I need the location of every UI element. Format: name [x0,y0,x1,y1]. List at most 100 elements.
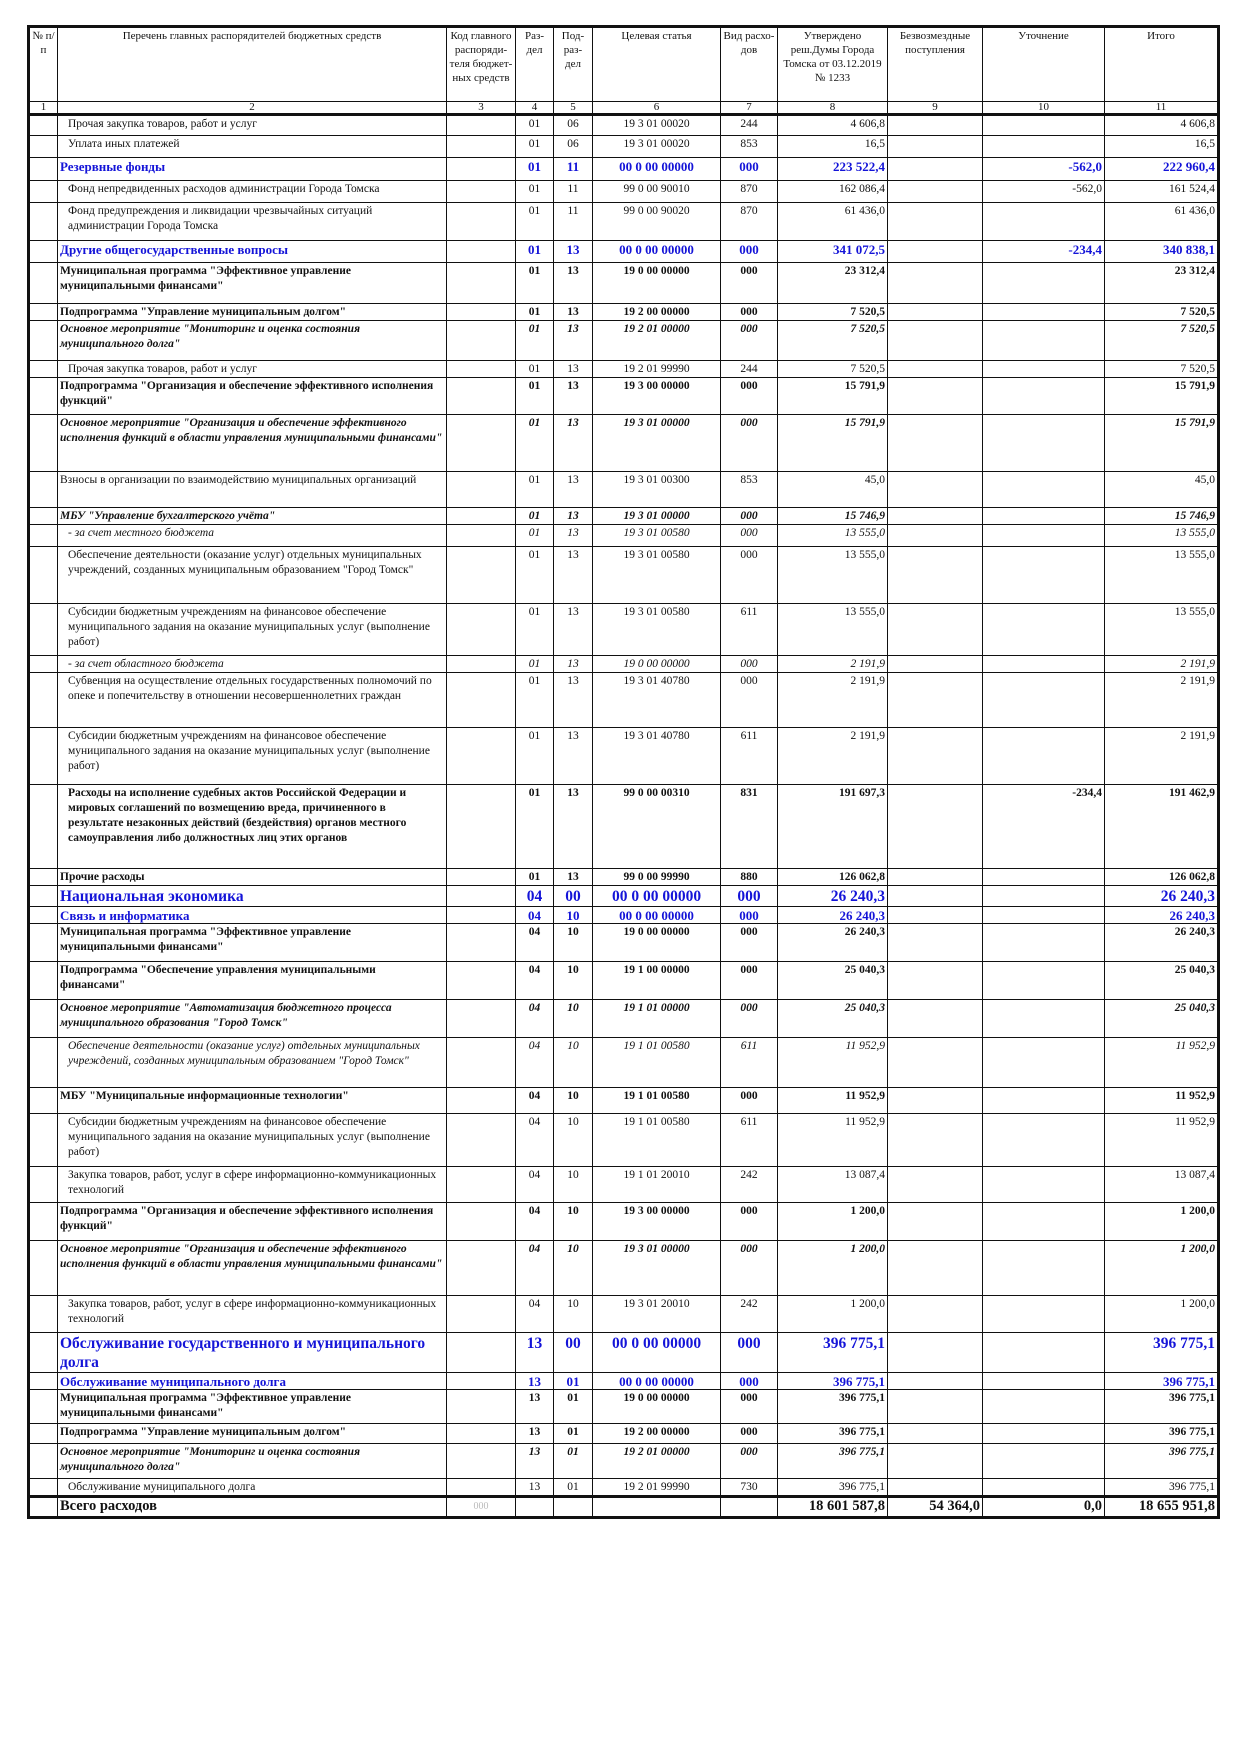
cell-col-approved: 396 775,1 [777,1423,888,1444]
cell-col-code [446,135,516,158]
table-row: - за счет местного бюджета 01 13 19 3 01 00… [28,524,1219,547]
cell-col-number [28,906,58,924]
cell-col-expense-type: 000 [720,923,778,962]
cell-col-expense-type: 000 [720,1332,778,1373]
cell-col-recipient: Основное мероприятие "Мониторинг и оценк… [57,1443,447,1479]
cell-col-section: 01 [515,377,554,415]
column-number: 1 [28,101,58,116]
cell-col-subsection: 13 [553,377,593,415]
cell-col-grants [887,1295,983,1333]
cell-col-grants [887,524,983,547]
cell-col-code [446,320,516,361]
cell-col-expense-type: 000 [720,157,778,181]
cell-col-target-article: 19 1 01 00580 [592,1087,721,1114]
cell-col-adjustment [982,868,1105,886]
cell-col-recipient: Обслуживание муниципального долга [57,1478,447,1497]
cell-col-subsection: 13 [553,414,593,472]
header-col-number: № п/п [28,26,58,102]
cell-col-grants [887,507,983,525]
cell-col-total: 340 838,1 [1104,240,1219,263]
cell-col-target-article: 00 0 00 00000 [592,1372,721,1390]
cell-col-number [28,157,58,181]
cell-col-expense-type: 000 [720,546,778,604]
cell-col-section: 01 [515,360,554,378]
cell-col-section: 01 [515,655,554,673]
cell-col-adjustment: -234,4 [982,784,1105,869]
cell-col-number [28,114,58,136]
column-number: 6 [592,101,721,116]
cell-col-total: 26 240,3 [1104,885,1219,907]
cell-col-number [28,1113,58,1167]
cell-col-expense-type: 000 [720,524,778,547]
cell-col-number [28,885,58,907]
cell-col-adjustment [982,961,1105,1000]
cell-col-target-article: 19 2 01 99990 [592,1478,721,1497]
cell-col-adjustment [982,906,1105,924]
cell-col-expense-type: 611 [720,727,778,785]
cell-col-grants [887,114,983,136]
cell-col-adjustment [982,303,1105,321]
cell-col-total: 25 040,3 [1104,999,1219,1038]
cell-col-total: 1 200,0 [1104,1295,1219,1333]
cell-col-total: 1 200,0 [1104,1240,1219,1296]
cell-col-section: 04 [515,1087,554,1114]
cell-col-code [446,262,516,304]
cell-col-target-article: 19 3 01 20010 [592,1295,721,1333]
cell-col-code [446,961,516,1000]
cell-col-approved: 7 520,5 [777,360,888,378]
cell-col-section: 01 [515,320,554,361]
cell-col-approved: 7 520,5 [777,320,888,361]
cell-col-grants [887,262,983,304]
cell-col-code [446,546,516,604]
cell-col-recipient: Основное мероприятие "Мониторинг и оценк… [57,320,447,361]
cell-col-section [515,1495,554,1518]
cell-col-adjustment [982,1423,1105,1444]
cell-col-adjustment [982,1202,1105,1241]
cell-col-subsection: 01 [553,1423,593,1444]
table-row: Обеспечение деятельности (оказание услуг… [28,546,1219,604]
cell-col-number [28,868,58,886]
cell-col-section: 01 [515,240,554,263]
cell-col-target-article: 19 1 01 00000 [592,999,721,1038]
cell-col-total: 7 520,5 [1104,303,1219,321]
cell-col-approved: 25 040,3 [777,961,888,1000]
cell-col-code [446,906,516,924]
total-row: Всего расходов 000 18 601 587,8 54 364,0 0,0… [28,1495,1219,1518]
cell-col-recipient: Обслуживание муниципального долга [57,1372,447,1390]
cell-col-number [28,414,58,472]
cell-col-expense-type: 880 [720,868,778,886]
cell-col-subsection: 13 [553,868,593,886]
cell-col-expense-type: 000 [720,320,778,361]
table-row: Муниципальная программа "Эффективное упр… [28,262,1219,304]
cell-col-total: 26 240,3 [1104,923,1219,962]
cell-col-total: 191 462,9 [1104,784,1219,869]
cell-col-number [28,1240,58,1296]
cell-col-target-article: 19 1 01 20010 [592,1166,721,1203]
cell-col-number [28,240,58,263]
cell-col-approved: 396 775,1 [777,1443,888,1479]
cell-col-target-article: 19 3 00 00000 [592,1202,721,1241]
cell-col-target-article: 99 0 00 99990 [592,868,721,886]
cell-col-expense-type [720,1495,778,1518]
cell-col-total: 1 200,0 [1104,1202,1219,1241]
cell-col-adjustment [982,114,1105,136]
cell-col-section: 04 [515,1295,554,1333]
cell-col-grants [887,868,983,886]
table-row: Обеспечение деятельности (оказание услуг… [28,1037,1219,1088]
cell-col-section: 01 [515,524,554,547]
cell-col-subsection: 13 [553,360,593,378]
cell-col-target-article: 99 0 00 90020 [592,202,721,241]
cell-col-subsection: 00 [553,885,593,907]
cell-col-target-article: 19 1 01 00580 [592,1037,721,1088]
cell-col-expense-type: 244 [720,114,778,136]
cell-col-code [446,727,516,785]
cell-col-target-article: 19 0 00 00000 [592,923,721,962]
cell-col-target-article: 19 3 01 00000 [592,507,721,525]
cell-col-target-article: 00 0 00 00000 [592,157,721,181]
table-row: Закупка товаров, работ, услуг в сфере ин… [28,1295,1219,1333]
cell-col-target-article: 19 2 01 00000 [592,320,721,361]
cell-col-adjustment: -234,4 [982,240,1105,263]
cell-col-target-article: 19 2 00 00000 [592,303,721,321]
cell-col-expense-type: 000 [720,1389,778,1424]
header-col-subsection: Под-раз-дел [553,26,593,102]
